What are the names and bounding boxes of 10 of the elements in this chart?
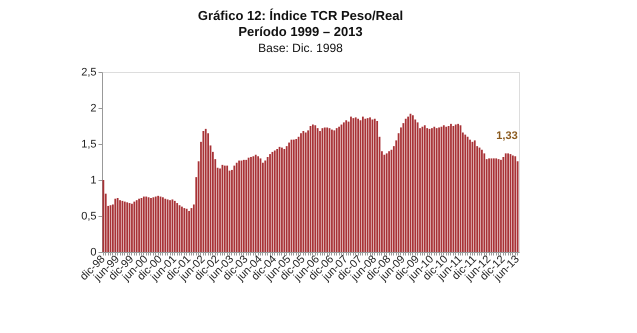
y-tick-label: 1 bbox=[90, 174, 96, 186]
y-tick-label: 2 bbox=[90, 102, 96, 114]
chart-title: Gráfico 12: Índice TCR Peso/Real bbox=[198, 8, 404, 23]
annotation: 1,33 bbox=[496, 130, 518, 142]
y-tick-label: 2,5 bbox=[81, 66, 96, 78]
y-tick-label: 0 bbox=[90, 246, 96, 258]
text: Base: Dic. 1998 bbox=[258, 41, 344, 55]
chart-subtitle: Período 1999 – 2013 bbox=[238, 24, 363, 39]
y-tick-label: 1,5 bbox=[81, 138, 96, 150]
y-tick-label: 0,5 bbox=[81, 210, 96, 222]
